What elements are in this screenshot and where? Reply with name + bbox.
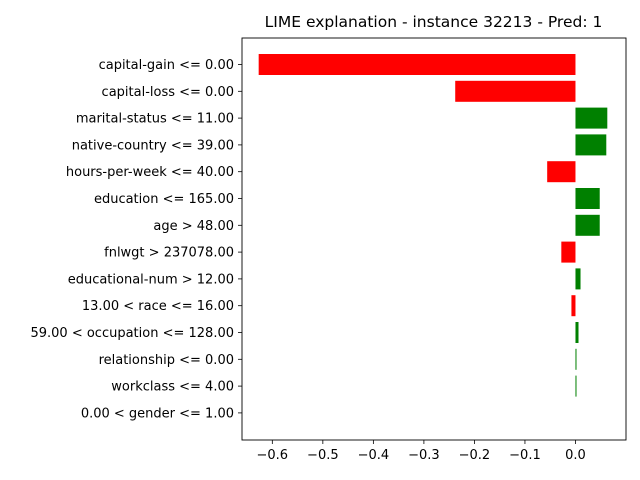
- y-tick-label-1: capital-loss <= 0.00: [102, 85, 234, 100]
- bar-4: [547, 161, 576, 183]
- y-tick-label-13: 0.00 < gender <= 1.00: [81, 406, 234, 421]
- bar-6: [575, 214, 600, 236]
- bar-12: [575, 375, 577, 397]
- y-tick-label-12: workclass <= 4.00: [111, 380, 234, 395]
- bar-1: [455, 80, 576, 102]
- x-tick-label-3: −0.3: [408, 448, 440, 463]
- y-tick-label-4: hours-per-week <= 40.00: [66, 165, 234, 180]
- axes-frame: [241, 37, 627, 441]
- y-tick-label-7: fnlwgt > 237078.00: [104, 246, 234, 261]
- bar-8: [575, 268, 581, 290]
- y-tick-label-0: capital-gain <= 0.00: [99, 58, 234, 73]
- bar-5: [575, 188, 600, 209]
- x-tick-label-5: −0.1: [509, 448, 541, 463]
- x-tick-label-2: −0.4: [358, 448, 390, 463]
- bar-2: [575, 107, 608, 129]
- y-tick-label-2: marital-status <= 11.00: [76, 112, 234, 127]
- y-tick-label-9: 13.00 < race <= 16.00: [82, 299, 234, 314]
- x-tick-label-1: −0.5: [307, 448, 339, 463]
- bar-10: [575, 322, 579, 343]
- x-tick-label-6: 0.0: [565, 448, 586, 463]
- y-tick-label-8: educational-num > 12.00: [68, 272, 234, 287]
- y-tick-label-10: 59.00 < occupation <= 128.00: [30, 326, 234, 341]
- y-tick-label-3: native-country <= 39.00: [72, 138, 234, 153]
- bar-3: [575, 134, 607, 156]
- bar-11: [575, 348, 577, 370]
- chart-title: LIME explanation - instance 32213 - Pred…: [265, 13, 603, 31]
- x-tick-label-4: −0.2: [459, 448, 491, 463]
- y-tick-label-6: age > 48.00: [153, 219, 234, 234]
- plot-area: capital-gain <= 0.00 capital-loss <= 0.00…: [30, 37, 627, 463]
- bar-7: [561, 241, 576, 263]
- y-tick-label-11: relationship <= 0.00: [99, 353, 234, 368]
- bar-0: [258, 54, 576, 75]
- y-tick-label-5: education <= 165.00: [94, 192, 234, 207]
- bar-9: [571, 295, 576, 317]
- x-tick-label-0: −0.6: [257, 448, 289, 463]
